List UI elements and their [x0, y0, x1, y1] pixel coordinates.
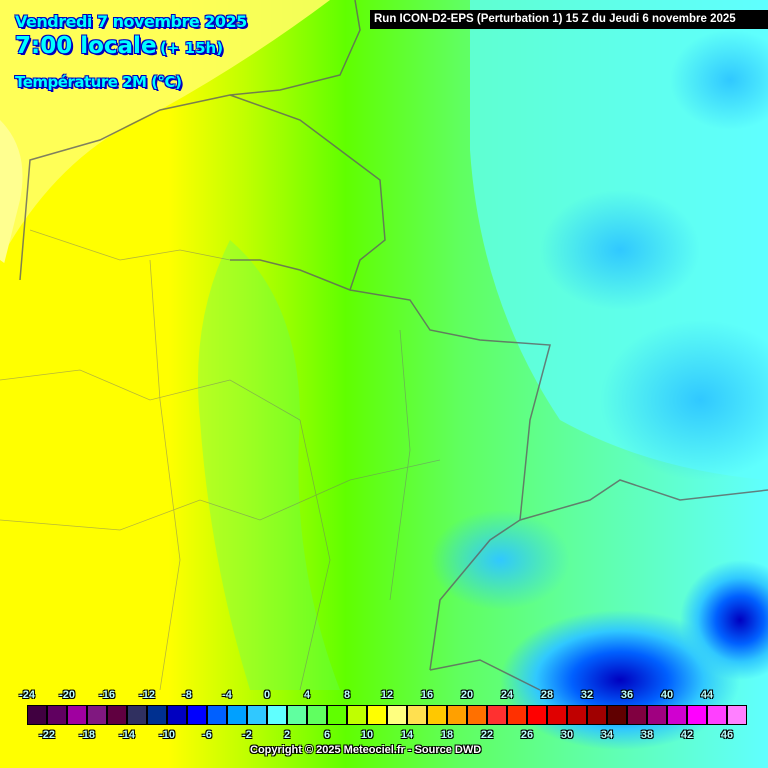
legend-label-top: 36 — [620, 689, 634, 701]
legend-swatch — [127, 705, 147, 725]
legend-swatch — [607, 705, 627, 725]
legend-swatch — [227, 705, 247, 725]
model-run-banner: Run ICON-D2-EPS (Perturbation 1) 15 Z du… — [370, 10, 768, 29]
legend-swatch — [67, 705, 87, 725]
legend-swatch — [427, 705, 447, 725]
legend-label-bottom: -2 — [242, 729, 252, 741]
legend-swatch — [347, 705, 367, 725]
legend-label-bottom: -22 — [39, 729, 55, 741]
legend-swatch — [547, 705, 567, 725]
legend-label-bottom: 6 — [323, 729, 331, 741]
forecast-date: Vendredi 7 novembre 2025 — [15, 12, 247, 31]
legend-label-bottom: -6 — [202, 729, 212, 741]
legend-swatch — [167, 705, 187, 725]
legend-swatch — [327, 705, 347, 725]
color-legend: -24 -20 -16 -12 -8 -4 0 4 8 12 16 20 24 28 32 36 40 44 -22… — [0, 688, 768, 768]
legend-label-bottom: 10 — [360, 729, 374, 741]
legend-label-top: 20 — [460, 689, 474, 701]
legend-label-top: 32 — [580, 689, 594, 701]
legend-swatch — [447, 705, 467, 725]
legend-label-top: 40 — [660, 689, 674, 701]
legend-label-bottom: 30 — [560, 729, 574, 741]
legend-swatch — [47, 705, 67, 725]
legend-swatch — [267, 705, 287, 725]
legend-swatch — [387, 705, 407, 725]
legend-swatch — [287, 705, 307, 725]
forecast-time: 7:00 locale — [15, 33, 157, 59]
legend-label-top: 28 — [540, 689, 554, 701]
legend-swatch — [707, 705, 727, 725]
legend-swatch — [727, 705, 747, 725]
legend-label-top: -4 — [222, 689, 232, 701]
legend-label-top: -12 — [139, 689, 155, 701]
legend-label-bottom: -10 — [159, 729, 175, 741]
legend-swatch — [87, 705, 107, 725]
legend-label-top: 4 — [303, 689, 311, 701]
legend-label-top: -20 — [59, 689, 75, 701]
legend-swatch — [187, 705, 207, 725]
legend-label-bottom: 14 — [400, 729, 414, 741]
parameter-title: Température 2M (°C) — [15, 73, 182, 91]
legend-label-bottom: -14 — [119, 729, 135, 741]
legend-label-top: 16 — [420, 689, 434, 701]
legend-label-bottom: 18 — [440, 729, 454, 741]
country-borders — [19, 0, 768, 691]
legend-label-bottom: 38 — [640, 729, 654, 741]
legend-label-bottom: 22 — [480, 729, 494, 741]
legend-swatch — [527, 705, 547, 725]
legend-label-top: 24 — [500, 689, 514, 701]
legend-swatch — [467, 705, 487, 725]
legend-swatch — [507, 705, 527, 725]
legend-swatch — [207, 705, 227, 725]
legend-label-top: -24 — [19, 689, 35, 701]
legend-swatch — [567, 705, 587, 725]
legend-swatch — [407, 705, 427, 725]
legend-label-top: 0 — [263, 689, 271, 701]
legend-label-top: 44 — [700, 689, 714, 701]
legend-swatch — [27, 705, 47, 725]
legend-swatch — [307, 705, 327, 725]
legend-label-top: 8 — [343, 689, 351, 701]
legend-label-bottom: 34 — [600, 729, 614, 741]
legend-label-bottom: 26 — [520, 729, 534, 741]
legend-label-bottom: 2 — [283, 729, 291, 741]
region-borders — [0, 229, 441, 691]
legend-label-top: -8 — [182, 689, 192, 701]
legend-swatch — [107, 705, 127, 725]
legend-swatch — [487, 705, 507, 725]
legend-swatch — [367, 705, 387, 725]
forecast-lead-time: (+ 15h) — [160, 39, 224, 57]
legend-swatch — [667, 705, 687, 725]
legend-label-top: -16 — [99, 689, 115, 701]
copyright: Copyright © 2025 Meteociel.fr - Source D… — [250, 744, 482, 756]
legend-label-bottom: -18 — [79, 729, 95, 741]
legend-swatch — [247, 705, 267, 725]
legend-label-bottom: 42 — [680, 729, 694, 741]
legend-label-bottom: 46 — [720, 729, 734, 741]
legend-swatch — [627, 705, 647, 725]
legend-swatch — [687, 705, 707, 725]
legend-swatch — [147, 705, 167, 725]
legend-swatch — [647, 705, 667, 725]
legend-swatch — [587, 705, 607, 725]
legend-label-top: 12 — [380, 689, 394, 701]
